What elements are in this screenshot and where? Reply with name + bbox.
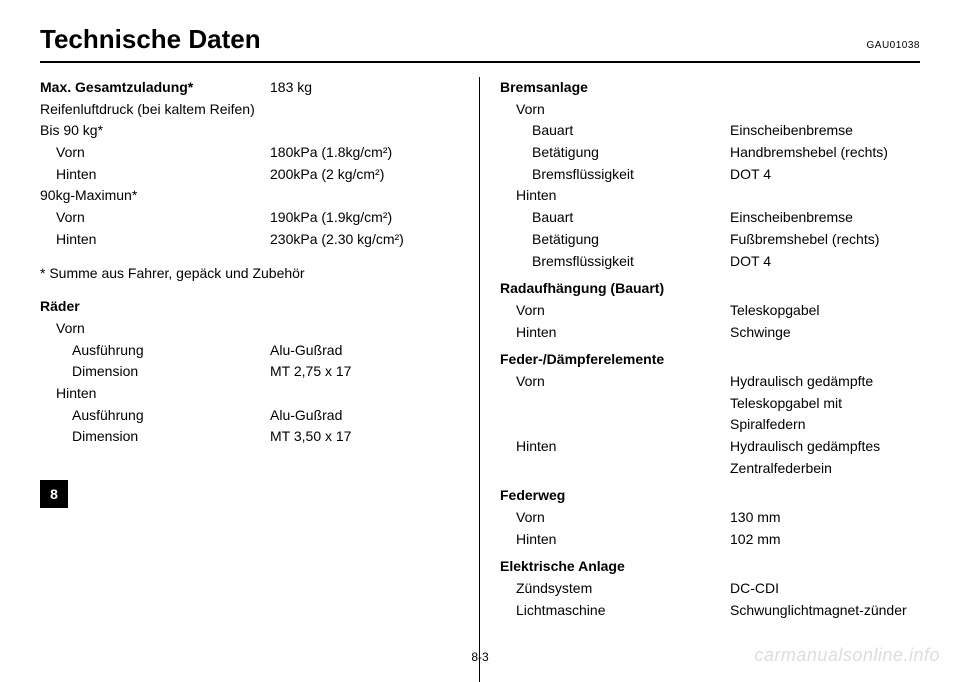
travel-front: Vorn 130 mm — [500, 507, 920, 529]
tp-rear-1-value: 200kPa (2 kg/cm²) — [270, 164, 460, 186]
travel-front-value: 130 mm — [730, 507, 920, 529]
page-title: Technische Daten — [40, 24, 261, 55]
tp-front-1-label: Vorn — [40, 142, 270, 164]
br-fluid-label: Bremsflüssigkeit — [500, 251, 730, 273]
tire-pressure-title: Reifenluftdruck (bei kaltem Reifen) — [40, 99, 460, 121]
tp-rear-2-value: 230kPa (2.30 kg/cm²) — [270, 229, 460, 251]
content-columns: Max. Gesamtzuladung* 183 kg Reifenluftdr… — [40, 77, 920, 622]
wr-dim-label: Dimension — [40, 426, 270, 448]
section-tab: 8 — [40, 480, 68, 508]
wf-dim: Dimension MT 2,75 x 17 — [40, 361, 460, 383]
wr-dim-value: MT 3,50 x 17 — [270, 426, 460, 448]
damp-rear-label: Hinten — [500, 436, 730, 479]
page-header: Technische Daten GAU01038 — [40, 24, 920, 63]
wheels-front: Vorn — [40, 318, 460, 340]
elec-ign-value: DC-CDI — [730, 578, 920, 600]
elec-gen-value: Schwunglichtmagnet-zünder — [730, 600, 920, 622]
damp-title: Feder-/Dämpferelemente — [500, 349, 920, 371]
wf-dim-value: MT 2,75 x 17 — [270, 361, 460, 383]
damp-rear-value: Hydraulisch gedämpftes Zentralfederbein — [730, 436, 920, 479]
wr-type: Ausführung Alu-Gußrad — [40, 405, 460, 427]
bf-fluid: Bremsflüssigkeit DOT 4 — [500, 164, 920, 186]
tp-rear-2: Hinten 230kPa (2.30 kg/cm²) — [40, 229, 460, 251]
tp-front-2: Vorn 190kPa (1.9kg/cm²) — [40, 207, 460, 229]
susp-front: Vorn Teleskopgabel — [500, 300, 920, 322]
bf-type-value: Einscheibenbremse — [730, 120, 920, 142]
footnote: * Summe aus Fahrer, gepäck und Zubehör — [40, 263, 460, 285]
doc-code: GAU01038 — [867, 40, 920, 51]
travel-rear-label: Hinten — [500, 529, 730, 551]
tp-front-1-value: 180kPa (1.8kg/cm²) — [270, 142, 460, 164]
bf-fluid-value: DOT 4 — [730, 164, 920, 186]
br-fluid-value: DOT 4 — [730, 251, 920, 273]
bf-act: Betätigung Handbremshebel (rechts) — [500, 142, 920, 164]
travel-front-label: Vorn — [500, 507, 730, 529]
susp-front-value: Teleskopgabel — [730, 300, 920, 322]
bf-fluid-label: Bremsflüssigkeit — [500, 164, 730, 186]
br-fluid: Bremsflüssigkeit DOT 4 — [500, 251, 920, 273]
tp-front-2-value: 190kPa (1.9kg/cm²) — [270, 207, 460, 229]
bf-act-label: Betätigung — [500, 142, 730, 164]
brake-front: Vorn — [500, 99, 920, 121]
max-load-label: Max. Gesamtzuladung* — [40, 77, 270, 99]
wf-type-value: Alu-Gußrad — [270, 340, 460, 362]
right-column: Bremsanlage Vorn Bauart Einscheibenbrems… — [500, 77, 920, 622]
wf-type-label: Ausführung — [40, 340, 270, 362]
elec-gen: Lichtmaschine Schwunglichtmagnet-zünder — [500, 600, 920, 622]
tp-rear-1: Hinten 200kPa (2 kg/cm²) — [40, 164, 460, 186]
elec-gen-label: Lichtmaschine — [500, 600, 730, 622]
tp-front-1: Vorn 180kPa (1.8kg/cm²) — [40, 142, 460, 164]
elec-ign-label: Zündsystem — [500, 578, 730, 600]
br-act: Betätigung Fußbremshebel (rechts) — [500, 229, 920, 251]
tp-front-2-label: Vorn — [40, 207, 270, 229]
wr-type-value: Alu-Gußrad — [270, 405, 460, 427]
damp-front-label: Vorn — [500, 371, 730, 436]
br-act-label: Betätigung — [500, 229, 730, 251]
column-divider — [479, 77, 480, 682]
elec-title: Elektrische Anlage — [500, 556, 920, 578]
elec-ign: Zündsystem DC-CDI — [500, 578, 920, 600]
max-90: 90kg-Maximun* — [40, 185, 460, 207]
susp-rear-label: Hinten — [500, 322, 730, 344]
susp-front-label: Vorn — [500, 300, 730, 322]
bf-act-value: Handbremshebel (rechts) — [730, 142, 920, 164]
br-type: Bauart Einscheibenbremse — [500, 207, 920, 229]
left-column: Max. Gesamtzuladung* 183 kg Reifenluftdr… — [40, 77, 460, 622]
up-to-90: Bis 90 kg* — [40, 120, 460, 142]
wheels-rear: Hinten — [40, 383, 460, 405]
susp-rear-value: Schwinge — [730, 322, 920, 344]
max-load-row: Max. Gesamtzuladung* 183 kg — [40, 77, 460, 99]
max-load-value: 183 kg — [270, 77, 460, 99]
bf-type-label: Bauart — [500, 120, 730, 142]
travel-title: Federweg — [500, 485, 920, 507]
wheels-title: Räder — [40, 296, 460, 318]
brake-title: Bremsanlage — [500, 77, 920, 99]
br-act-value: Fußbremshebel (rechts) — [730, 229, 920, 251]
susp-rear: Hinten Schwinge — [500, 322, 920, 344]
wf-dim-label: Dimension — [40, 361, 270, 383]
br-type-label: Bauart — [500, 207, 730, 229]
br-type-value: Einscheibenbremse — [730, 207, 920, 229]
travel-rear: Hinten 102 mm — [500, 529, 920, 551]
tp-rear-1-label: Hinten — [40, 164, 270, 186]
brake-rear: Hinten — [500, 185, 920, 207]
page: Technische Daten GAU01038 Max. Gesamtzul… — [0, 0, 960, 676]
damp-front-value: Hydraulisch gedämpfte Teleskopgabel mit … — [730, 371, 920, 436]
wf-type: Ausführung Alu-Gußrad — [40, 340, 460, 362]
wr-dim: Dimension MT 3,50 x 17 — [40, 426, 460, 448]
damp-front: Vorn Hydraulisch gedämpfte Teleskopgabel… — [500, 371, 920, 436]
travel-rear-value: 102 mm — [730, 529, 920, 551]
damp-rear: Hinten Hydraulisch gedämpftes Zentralfed… — [500, 436, 920, 479]
wr-type-label: Ausführung — [40, 405, 270, 427]
bf-type: Bauart Einscheibenbremse — [500, 120, 920, 142]
watermark: carmanualsonline.info — [754, 645, 940, 666]
tp-rear-2-label: Hinten — [40, 229, 270, 251]
susp-title: Radaufhängung (Bauart) — [500, 278, 920, 300]
